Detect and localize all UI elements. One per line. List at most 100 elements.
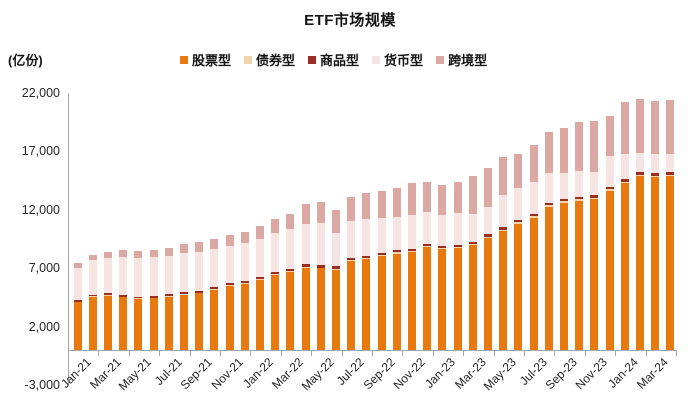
x-axis-line <box>68 350 677 351</box>
bar-segment-货币型 <box>453 212 462 245</box>
bar-segment-跨境型 <box>453 181 462 213</box>
legend-swatch-icon <box>436 55 445 64</box>
bar-segment-跨境型 <box>651 101 660 154</box>
bar-stack-Apr-22 <box>301 203 310 350</box>
bar-segment-货币型 <box>286 228 295 269</box>
bar-segment-债券型 <box>377 255 386 257</box>
bar-stack-Oct-21 <box>210 239 219 350</box>
bar-segment-商品型 <box>271 272 280 275</box>
bar-stack-Mar-22 <box>286 213 295 350</box>
bar-segment-股票型 <box>347 261 356 350</box>
bar-segment-债券型 <box>392 252 401 254</box>
bar-segment-商品型 <box>559 198 568 202</box>
bar-segment-货币型 <box>651 153 660 173</box>
bar-stack-Nov-22 <box>407 183 416 350</box>
bar-segment-债券型 <box>407 250 416 252</box>
bar-segment-债券型 <box>286 270 295 272</box>
bar-segment-商品型 <box>149 295 158 298</box>
bar-segment-货币型 <box>316 223 325 266</box>
bar-segment-商品型 <box>575 196 584 200</box>
bar-stack-Sep-21 <box>195 242 204 350</box>
legend-item-5: 跨境型 <box>436 50 487 69</box>
bar-segment-债券型 <box>134 298 143 300</box>
bar-segment-债券型 <box>651 175 660 177</box>
bar-stack-Feb-22 <box>271 219 280 350</box>
bar-segment-货币型 <box>255 238 264 278</box>
bar-segment-商品型 <box>88 294 97 297</box>
bar-segment-股票型 <box>544 206 553 350</box>
bar-segment-跨境型 <box>423 181 432 212</box>
bar-segment-货币型 <box>103 257 112 294</box>
bar-segment-货币型 <box>195 251 204 291</box>
bar-segment-商品型 <box>210 287 219 290</box>
bar-stack-Feb-21 <box>88 254 97 350</box>
x-axis-tick <box>372 351 373 356</box>
bar-segment-商品型 <box>164 294 173 297</box>
bar-segment-股票型 <box>575 200 584 350</box>
bar-stack-Jul-22 <box>347 197 356 350</box>
bar-segment-货币型 <box>544 172 553 203</box>
bar-stack-Mar-24 <box>651 101 660 350</box>
bar-segment-跨境型 <box>666 99 675 154</box>
bar-segment-跨境型 <box>392 188 401 217</box>
bar-segment-货币型 <box>423 211 432 245</box>
bar-segment-商品型 <box>362 256 371 259</box>
x-axis-tick <box>554 351 556 356</box>
bar-segment-货币型 <box>392 216 401 251</box>
bar-segment-股票型 <box>559 202 568 350</box>
y-tick-label: 2,000 <box>28 319 60 334</box>
bar-stack-Dec-22 <box>423 181 432 350</box>
bar-segment-货币型 <box>529 181 538 215</box>
bar-segment-股票型 <box>362 259 371 350</box>
bar-segment-商品型 <box>225 283 234 286</box>
legend-swatch-icon <box>308 55 317 64</box>
bar-segment-货币型 <box>559 172 568 199</box>
x-axis-tick <box>159 351 161 356</box>
bar-stack-Aug-21 <box>179 244 188 350</box>
bar-segment-货币型 <box>362 218 371 257</box>
bar-segment-跨境型 <box>149 249 158 258</box>
bar-segment-商品型 <box>103 293 112 296</box>
bar-stack-Aug-22 <box>362 193 371 350</box>
x-axis-tick <box>68 351 69 356</box>
bar-segment-股票型 <box>635 176 644 350</box>
bar-segment-债券型 <box>635 174 644 177</box>
bar-segment-跨境型 <box>438 185 447 216</box>
bar-stack-Feb-23 <box>453 181 462 350</box>
x-axis-tick <box>128 351 130 356</box>
bar-segment-商品型 <box>407 248 416 251</box>
bar-segment-跨境型 <box>635 98 644 153</box>
x-axis-tick <box>341 351 343 356</box>
bar-segment-货币型 <box>438 215 447 246</box>
bar-stack-Jan-21 <box>73 263 82 350</box>
bar-segment-商品型 <box>73 299 82 302</box>
x-axis-tick <box>676 351 677 356</box>
bar-stack-Jan-23 <box>438 185 447 350</box>
bar-segment-货币型 <box>149 257 158 296</box>
bar-segment-股票型 <box>514 223 523 350</box>
x-tick-label: Jan-23 <box>422 355 459 391</box>
bar-segment-债券型 <box>529 216 538 218</box>
legend-label: 商品型 <box>320 53 360 68</box>
bar-segment-跨境型 <box>195 242 204 252</box>
bar-segment-债券型 <box>499 229 508 231</box>
bar-segment-债券型 <box>438 248 447 250</box>
bar-segment-跨境型 <box>575 122 584 171</box>
bar-segment-股票型 <box>134 299 143 350</box>
bar-segment-股票型 <box>438 249 447 350</box>
bar-segment-债券型 <box>666 174 675 177</box>
bar-segment-债券型 <box>179 294 188 296</box>
bar-segment-债券型 <box>423 246 432 248</box>
bar-segment-货币型 <box>468 213 477 242</box>
bar-segment-债券型 <box>149 297 158 299</box>
legend-item-1: 股票型 <box>180 50 231 69</box>
bar-segment-商品型 <box>255 277 264 280</box>
y-tick-label: 12,000 <box>21 202 60 217</box>
bar-segment-股票型 <box>529 217 538 350</box>
bar-segment-股票型 <box>377 256 386 350</box>
bar-segment-商品型 <box>377 252 386 256</box>
bar-segment-股票型 <box>286 271 295 350</box>
bar-segment-跨境型 <box>286 213 295 229</box>
bar-segment-商品型 <box>240 281 249 284</box>
